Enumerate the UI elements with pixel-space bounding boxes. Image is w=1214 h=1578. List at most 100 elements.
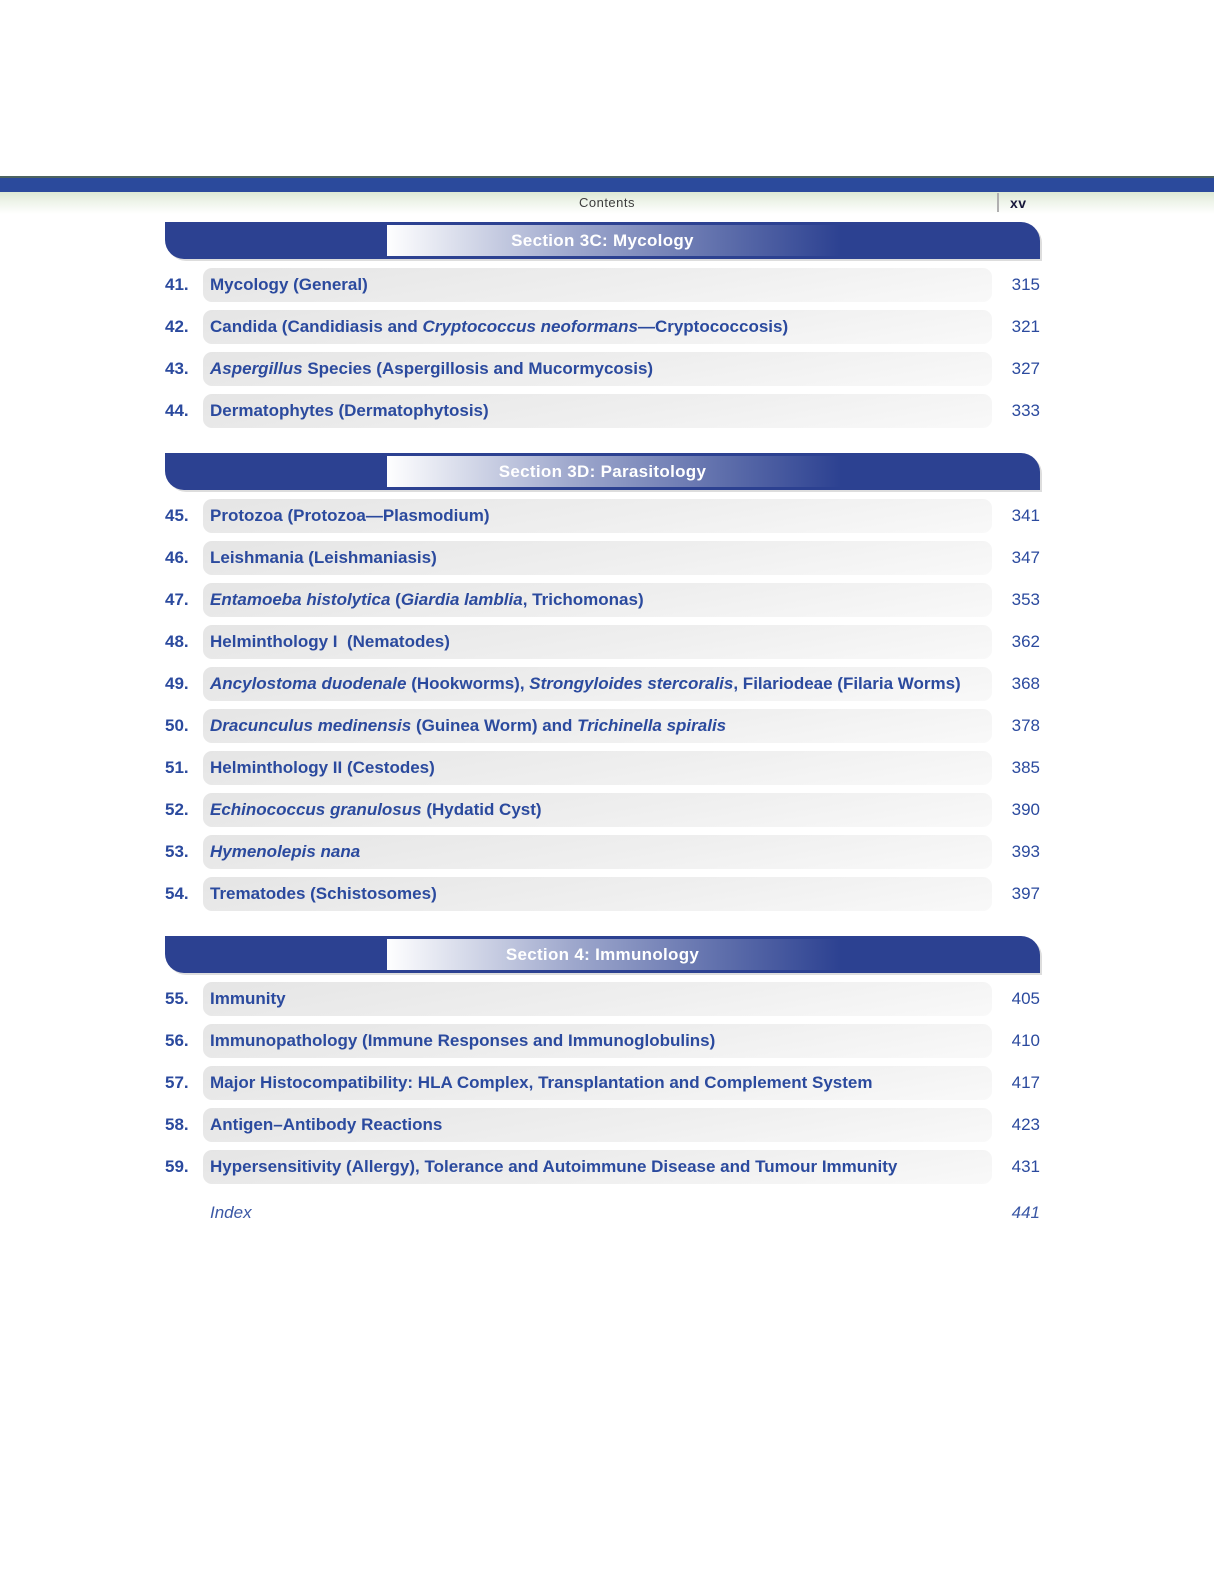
section-header: Section 3D: Parasitology	[165, 453, 1040, 490]
entry-page-number: 397	[1011, 884, 1040, 903]
entry-title-pill: Dracunculus medinensis (Guinea Worm) and…	[203, 709, 992, 743]
header-green-strip	[0, 192, 1214, 214]
section-title: Section 4: Immunology	[505, 945, 700, 964]
toc-row: 43. Aspergillus Species (Aspergillosis an…	[165, 348, 1040, 390]
entry-number: 55.	[165, 989, 189, 1008]
entry-page-number: 353	[1011, 590, 1040, 609]
entry-page-number: 315	[1011, 275, 1040, 294]
entry-title: Immunity	[210, 989, 286, 1009]
entry-page-number: 368	[1011, 674, 1040, 693]
toc-row: 52. Echinococcus granulosus (Hydatid Cyst…	[165, 789, 1040, 831]
entry-title-segment: (Hookworms),	[406, 674, 530, 693]
entry-title: Leishmania (Leishmaniasis)	[210, 548, 437, 568]
entry-number: 53.	[165, 842, 189, 861]
section-header-gradient	[387, 456, 842, 487]
section-header: Section 3C: Mycology	[165, 222, 1040, 259]
entry-number: 52.	[165, 800, 189, 819]
entry-title-pill: Immunopathology (Immune Responses and Im…	[203, 1024, 992, 1058]
toc-row: 42. Candida (Candidiasis and Cryptococcus…	[165, 306, 1040, 348]
entry-title-segment: Leishmania (Leishmaniasis)	[210, 548, 437, 567]
toc-row: 49. Ancylostoma duodenale (Hookworms), St…	[165, 663, 1040, 705]
toc-sections: Section 3C: Mycology 41. Mycology (General…	[165, 222, 1040, 1234]
entry-title-segment: (Guinea Worm) and	[411, 716, 578, 735]
entry-number: 48.	[165, 632, 189, 651]
entry-page-number: 327	[1011, 359, 1040, 378]
entry-title-pill: Mycology (General)	[203, 268, 992, 302]
entry-title: Candida (Candidiasis and Cryptococcus ne…	[210, 317, 788, 337]
toc-row: 51. Helminthology II (Cestodes) 385	[165, 747, 1040, 789]
entry-page-number: 431	[1011, 1157, 1040, 1176]
entry-title-segment: Giardia lamblia	[400, 590, 523, 609]
entry-title-segment: Helminthology II (Cestodes)	[210, 758, 435, 777]
entry-title-segment: Mycology (General)	[210, 275, 368, 294]
entry-title: Helminthology II (Cestodes)	[210, 758, 435, 778]
entry-number: 45.	[165, 506, 189, 525]
entry-page-number: 385	[1011, 758, 1040, 777]
entry-title: Dracunculus medinensis (Guinea Worm) and…	[210, 716, 726, 736]
entry-page-number: 390	[1011, 800, 1040, 819]
entry-title-segment: —Cryptococcosis)	[637, 317, 789, 336]
entry-title: Protozoa (Protozoa—Plasmodium)	[210, 506, 490, 526]
folio-page-number: xv	[997, 193, 1027, 212]
entry-number: 42.	[165, 317, 189, 336]
entry-title-segment: Hymenolepis nana	[210, 842, 361, 861]
entry-page-number: 393	[1011, 842, 1040, 861]
entry-page-number: 405	[1011, 989, 1040, 1008]
running-head: Contents	[578, 195, 636, 210]
entry-title-pill: Helminthology II (Cestodes)	[203, 751, 992, 785]
entry-number: 58.	[165, 1115, 189, 1134]
section-title: Section 3C: Mycology	[511, 231, 694, 250]
toc-row: 57. Major Histocompatibility: HLA Complex…	[165, 1062, 1040, 1104]
entry-title-segment: Protozoa (Protozoa—Plasmodium)	[210, 506, 490, 525]
entry-title-segment: Ancylostoma duodenale	[210, 674, 407, 693]
entry-title-segment: Immunity	[210, 989, 286, 1008]
entry-title: Major Histocompatibility: HLA Complex, T…	[210, 1073, 872, 1093]
entry-title-pill: Major Histocompatibility: HLA Complex, T…	[203, 1066, 992, 1100]
entry-title: Antigen–Antibody Reactions	[210, 1115, 442, 1135]
entry-number: 51.	[165, 758, 189, 777]
toc-row: 59. Hypersensitivity (Allergy), Tolerance…	[165, 1146, 1040, 1188]
entry-title-pill: Candida (Candidiasis and Cryptococcus ne…	[203, 310, 992, 344]
entry-title-segment: Aspergillus	[210, 359, 303, 378]
entry-title-pill: Trematodes (Schistosomes)	[203, 877, 992, 911]
entry-title-segment: Candida (Candidiasis and	[210, 317, 423, 336]
entry-title-segment: Major Histocompatibility: HLA Complex, T…	[210, 1073, 873, 1092]
entry-page-number: 410	[1011, 1031, 1040, 1050]
entry-title-segment: (	[390, 590, 401, 609]
entry-title-segment: Trematodes (Schistosomes)	[210, 884, 437, 903]
entry-title-pill: Antigen–Antibody Reactions	[203, 1108, 992, 1142]
entry-title-pill: Leishmania (Leishmaniasis)	[203, 541, 992, 575]
entry-title-pill: Hypersensitivity (Allergy), Tolerance an…	[203, 1150, 992, 1184]
entry-page-number: 321	[1011, 317, 1040, 336]
entry-number: 47.	[165, 590, 189, 609]
entry-title: Entamoeba histolytica (Giardia lamblia, …	[210, 590, 644, 610]
entry-number: 59.	[165, 1157, 189, 1176]
entry-title-segment: Helminthology I (Nematodes)	[210, 632, 450, 651]
entry-title-segment: Echinococcus granulosus	[210, 800, 422, 819]
entry-number: 43.	[165, 359, 189, 378]
entry-page-number: 378	[1011, 716, 1040, 735]
section-header-gradient	[387, 225, 842, 256]
toc-row: 44. Dermatophytes (Dermatophytosis) 333	[165, 390, 1040, 432]
entry-title-segment: Strongyloides stercoralis	[529, 674, 734, 693]
entry-number: 56.	[165, 1031, 189, 1050]
entry-title: Echinococcus granulosus (Hydatid Cyst)	[210, 800, 542, 820]
entry-title-segment: Immunopathology (Immune Responses and Im…	[210, 1031, 716, 1050]
header-blue-bar	[0, 178, 1214, 192]
entry-number: 49.	[165, 674, 189, 693]
entry-title-pill: Protozoa (Protozoa—Plasmodium)	[203, 499, 992, 533]
entry-page-number: 341	[1011, 506, 1040, 525]
entry-title: Trematodes (Schistosomes)	[210, 884, 437, 904]
entry-page-number: 333	[1011, 401, 1040, 420]
entry-number: 57.	[165, 1073, 189, 1092]
toc-row: 46. Leishmania (Leishmaniasis) 347	[165, 537, 1040, 579]
toc-row: 45. Protozoa (Protozoa—Plasmodium) 341	[165, 495, 1040, 537]
entry-title: Immunopathology (Immune Responses and Im…	[210, 1031, 715, 1051]
entry-title-segment: Hypersensitivity (Allergy), Tolerance an…	[210, 1157, 898, 1176]
entry-title-segment: Dracunculus medinensis	[210, 716, 412, 735]
entry-number: 54.	[165, 884, 189, 903]
entry-title-segment: , Trichomonas)	[522, 590, 644, 609]
entry-title-pill: Echinococcus granulosus (Hydatid Cyst)	[203, 793, 992, 827]
index-page-number: 441	[1011, 1203, 1040, 1222]
